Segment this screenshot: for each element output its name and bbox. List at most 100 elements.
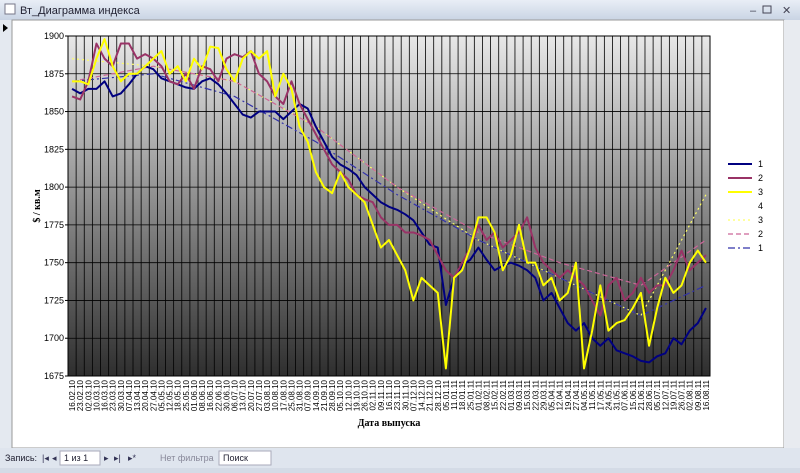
y-tick-label: 1900 <box>44 31 64 41</box>
maximize-button[interactable] <box>762 5 772 14</box>
x-axis-label: Дата выпуска <box>358 418 421 429</box>
x-tick-label: 03.08.10 <box>263 379 272 411</box>
nav-label: Запись: <box>5 453 37 463</box>
x-tick-label: 15.06.11 <box>629 379 638 410</box>
legend-label: 1 <box>758 243 763 253</box>
x-tick-label: 16.06.10 <box>206 379 215 411</box>
x-tick-label: 05.10.10 <box>336 379 345 411</box>
x-tick-label: 12.04.11 <box>556 379 565 410</box>
x-tick-label: 30.03.10 <box>117 379 126 411</box>
x-tick-label: 12.05.10 <box>166 379 175 411</box>
minimize-button[interactable]: – <box>750 5 757 17</box>
nav-position: 1 из 1 <box>64 453 88 463</box>
x-tick-label: 19.10.10 <box>352 379 361 411</box>
x-tick-label: 28.09.10 <box>328 379 337 411</box>
x-tick-label: 20.07.10 <box>247 379 256 411</box>
x-tick-label: 23.11.10 <box>393 379 402 410</box>
x-tick-label: 01.02.11 <box>474 379 483 410</box>
y-tick-label: 1850 <box>44 107 64 117</box>
y-tick-label: 1750 <box>44 258 64 268</box>
x-tick-label: 14.09.10 <box>312 379 321 411</box>
x-tick-label: 28.06.11 <box>645 379 654 410</box>
x-tick-label: 18.01.11 <box>458 379 467 410</box>
x-tick-label: 02.03.10 <box>84 379 93 411</box>
nav-prev[interactable]: ◂ <box>52 453 57 463</box>
window-title: Вт_Диаграмма индекса <box>20 5 141 17</box>
y-tick-label: 1825 <box>44 144 64 154</box>
close-button[interactable]: ✕ <box>782 5 791 17</box>
search-box[interactable] <box>218 450 272 466</box>
x-tick-label: 23.03.10 <box>109 379 118 411</box>
x-tick-label: 19.07.11 <box>669 379 678 410</box>
y-tick-label: 1700 <box>44 333 64 343</box>
window-icon <box>4 3 16 15</box>
nav-next[interactable]: ▸ <box>104 453 109 463</box>
x-tick-label: 07.06.11 <box>621 379 630 410</box>
x-tick-label: 16.03.10 <box>101 379 110 411</box>
series-line <box>72 38 707 370</box>
scrollbar <box>784 20 800 448</box>
x-tick-label: 05.04.11 <box>548 379 557 410</box>
x-tick-label: 05.07.11 <box>653 379 662 410</box>
legend-label: 2 <box>758 229 763 239</box>
x-tick-label: 22.06.10 <box>214 379 223 411</box>
x-tick-label: 10.08.10 <box>271 379 280 411</box>
x-tick-label: 17.08.10 <box>279 379 288 411</box>
x-tick-label: 08.06.10 <box>198 379 207 411</box>
x-tick-label: 07.12.10 <box>409 379 418 411</box>
x-tick-label: 13.04.10 <box>133 379 142 411</box>
record-arrow <box>3 24 8 32</box>
x-tick-label: 27.07.10 <box>255 379 264 411</box>
x-tick-label: 13.07.10 <box>239 379 248 411</box>
x-tick-label: 21.06.11 <box>637 379 646 410</box>
x-tick-label: 15.03.11 <box>523 379 532 410</box>
x-tick-label: 16.02.10 <box>68 379 77 411</box>
x-tick-label: 27.04.11 <box>572 379 581 410</box>
x-tick-label: 27.04.10 <box>149 379 158 411</box>
y-tick-label: 1725 <box>44 295 64 305</box>
x-tick-label: 21.09.10 <box>320 379 329 411</box>
nav-filter[interactable]: Нет фильтра <box>160 453 214 463</box>
x-tick-label: 26.10.10 <box>361 379 370 411</box>
x-tick-label: 04.05.11 <box>580 379 589 410</box>
x-tick-label: 21.12.10 <box>426 379 435 411</box>
nav-first[interactable]: |◂ <box>42 453 49 463</box>
x-tick-label: 09.03.11 <box>515 379 524 410</box>
x-tick-label: 17.05.11 <box>596 379 605 410</box>
legend-label: 3 <box>758 215 763 225</box>
x-tick-label: 31.08.10 <box>296 379 305 411</box>
search-placeholder: Поиск <box>223 453 248 463</box>
y-tick-label: 1675 <box>44 371 64 381</box>
x-tick-label: 25.01.11 <box>466 379 475 410</box>
nav-new[interactable]: ▸* <box>128 453 137 463</box>
nav-position-box[interactable] <box>59 450 101 466</box>
x-tick-label: 20.04.10 <box>141 379 150 411</box>
x-tick-label: 08.02.11 <box>483 379 492 410</box>
y-axis-label: $ / кв.м <box>32 189 43 222</box>
legend-label: 3 <box>758 187 763 197</box>
y-tick-label: 1875 <box>44 69 64 79</box>
y-tick-label: 1775 <box>44 220 64 230</box>
legend-label: 2 <box>758 173 763 183</box>
x-tick-label: 19.04.11 <box>564 379 573 410</box>
x-tick-label: 09.11.10 <box>377 379 386 410</box>
x-tick-label: 15.02.11 <box>491 379 500 410</box>
x-tick-label: 16.11.10 <box>385 379 394 410</box>
record-selector[interactable] <box>0 20 12 448</box>
nav-last[interactable]: ▸| <box>114 453 121 463</box>
x-tick-label: 30.06.10 <box>222 379 231 411</box>
x-tick-label: 23.02.10 <box>76 379 85 411</box>
x-tick-label: 06.07.10 <box>231 379 240 411</box>
x-tick-label: 01.03.11 <box>507 379 516 410</box>
x-tick-label: 11.01.11 <box>450 379 459 410</box>
x-tick-label: 11.05.11 <box>588 379 597 410</box>
x-tick-label: 18.05.10 <box>174 379 183 411</box>
x-tick-label: 07.09.10 <box>304 379 313 411</box>
x-tick-label: 12.10.10 <box>344 379 353 411</box>
x-tick-label: 25.05.10 <box>182 379 191 411</box>
x-tick-label: 28.12.10 <box>434 379 443 411</box>
nav-bar <box>0 448 800 468</box>
x-tick-label: 02.11.10 <box>369 379 378 410</box>
